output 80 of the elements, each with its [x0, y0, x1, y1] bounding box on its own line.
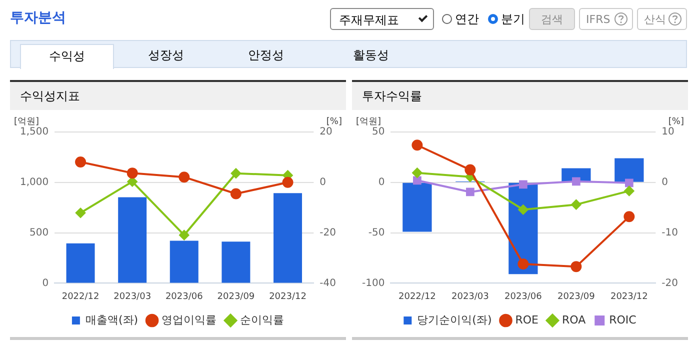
- point: [179, 230, 190, 240]
- x-tick-label: 2023/09: [217, 292, 255, 302]
- y-tick-label: 1,000: [20, 176, 49, 188]
- bar: [274, 193, 302, 283]
- point: [412, 168, 422, 178]
- point: [518, 258, 529, 270]
- y2-tick-label: -40: [320, 278, 336, 289]
- x-tick-label: 2022/12: [62, 292, 100, 302]
- text: 주재무제표: [330, 8, 434, 30]
- point: [571, 200, 582, 210]
- point: [230, 168, 241, 178]
- legend-label: ROIC: [609, 313, 637, 326]
- y2-axis-title: [%]: [668, 116, 684, 127]
- y-tick-label: 50: [372, 126, 385, 138]
- legend-label: ROA: [562, 313, 586, 326]
- point: [413, 176, 422, 185]
- y2-tick-label: -10: [662, 227, 678, 238]
- y2-axis-title: [%]: [326, 116, 342, 127]
- legend-label: 영업이익률: [162, 313, 217, 326]
- y-tick-label: 0: [42, 278, 49, 289]
- x-tick-label: 2023/03: [114, 292, 152, 302]
- point: [624, 211, 635, 222]
- point: [282, 176, 294, 188]
- legend-label: ROE: [515, 313, 539, 326]
- legend-label: 매출액(좌): [85, 313, 138, 326]
- point: [518, 204, 528, 215]
- point: [76, 208, 86, 218]
- x-tick-label: 2023/12: [610, 292, 648, 302]
- text: 수익성: [20, 44, 114, 69]
- y-axis-title: [억원]: [356, 116, 382, 127]
- point: [519, 180, 528, 189]
- point: [230, 188, 242, 200]
- chart-title: 투자수익률: [352, 82, 688, 110]
- chart-title: 수익성지표: [10, 82, 346, 110]
- point: [75, 156, 86, 168]
- text: 안정성: [247, 47, 285, 64]
- point: [466, 188, 474, 196]
- point: [126, 168, 138, 179]
- y-axis-title: [억원]: [14, 116, 40, 127]
- y2-tick-label: 0: [662, 176, 668, 188]
- y2-tick-label: -20: [320, 227, 336, 238]
- y-tick-label: 0: [378, 176, 385, 188]
- text: 산식: [637, 8, 687, 30]
- point: [464, 164, 476, 176]
- y2-tick-label: 10: [662, 126, 674, 138]
- y-tick-label: 500: [30, 227, 49, 238]
- y2-tick-label: 20: [320, 126, 332, 138]
- x-tick-label: 2023/12: [269, 292, 306, 302]
- y2-tick-label: -20: [662, 278, 678, 289]
- point: [412, 140, 423, 151]
- point: [624, 186, 634, 196]
- x-tick-label: 2022/12: [398, 292, 436, 302]
- y-tick-label: -50: [368, 227, 385, 238]
- x-tick-label: 2023/06: [504, 292, 542, 302]
- text: 투자분석: [10, 9, 66, 27]
- x-tick-label: 2023/06: [165, 292, 204, 302]
- text: 성장성: [147, 47, 185, 64]
- bar: [614, 158, 644, 182]
- y-tick-label: -100: [362, 278, 385, 289]
- legend-label: 순이익률: [240, 313, 284, 326]
- point: [572, 177, 580, 186]
- y2-tick-label: 0: [320, 176, 326, 188]
- text: 검색: [529, 8, 575, 30]
- bar: [402, 182, 432, 232]
- point: [570, 261, 582, 272]
- bar: [222, 242, 250, 283]
- text: 연간: [455, 11, 479, 28]
- x-tick-label: 2023/03: [451, 292, 489, 302]
- text: 분기: [501, 11, 525, 28]
- x-tick-label: 2023/09: [557, 292, 596, 302]
- bar: [170, 240, 198, 283]
- text: 활동성: [352, 47, 390, 64]
- point: [127, 176, 138, 187]
- bar: [66, 243, 95, 283]
- legend-label: 당기순이익(좌): [417, 313, 492, 326]
- bar: [118, 197, 147, 283]
- point: [178, 172, 190, 183]
- y-tick-label: 1,500: [20, 126, 49, 138]
- text: IFRS: [579, 8, 633, 30]
- point: [624, 178, 634, 188]
